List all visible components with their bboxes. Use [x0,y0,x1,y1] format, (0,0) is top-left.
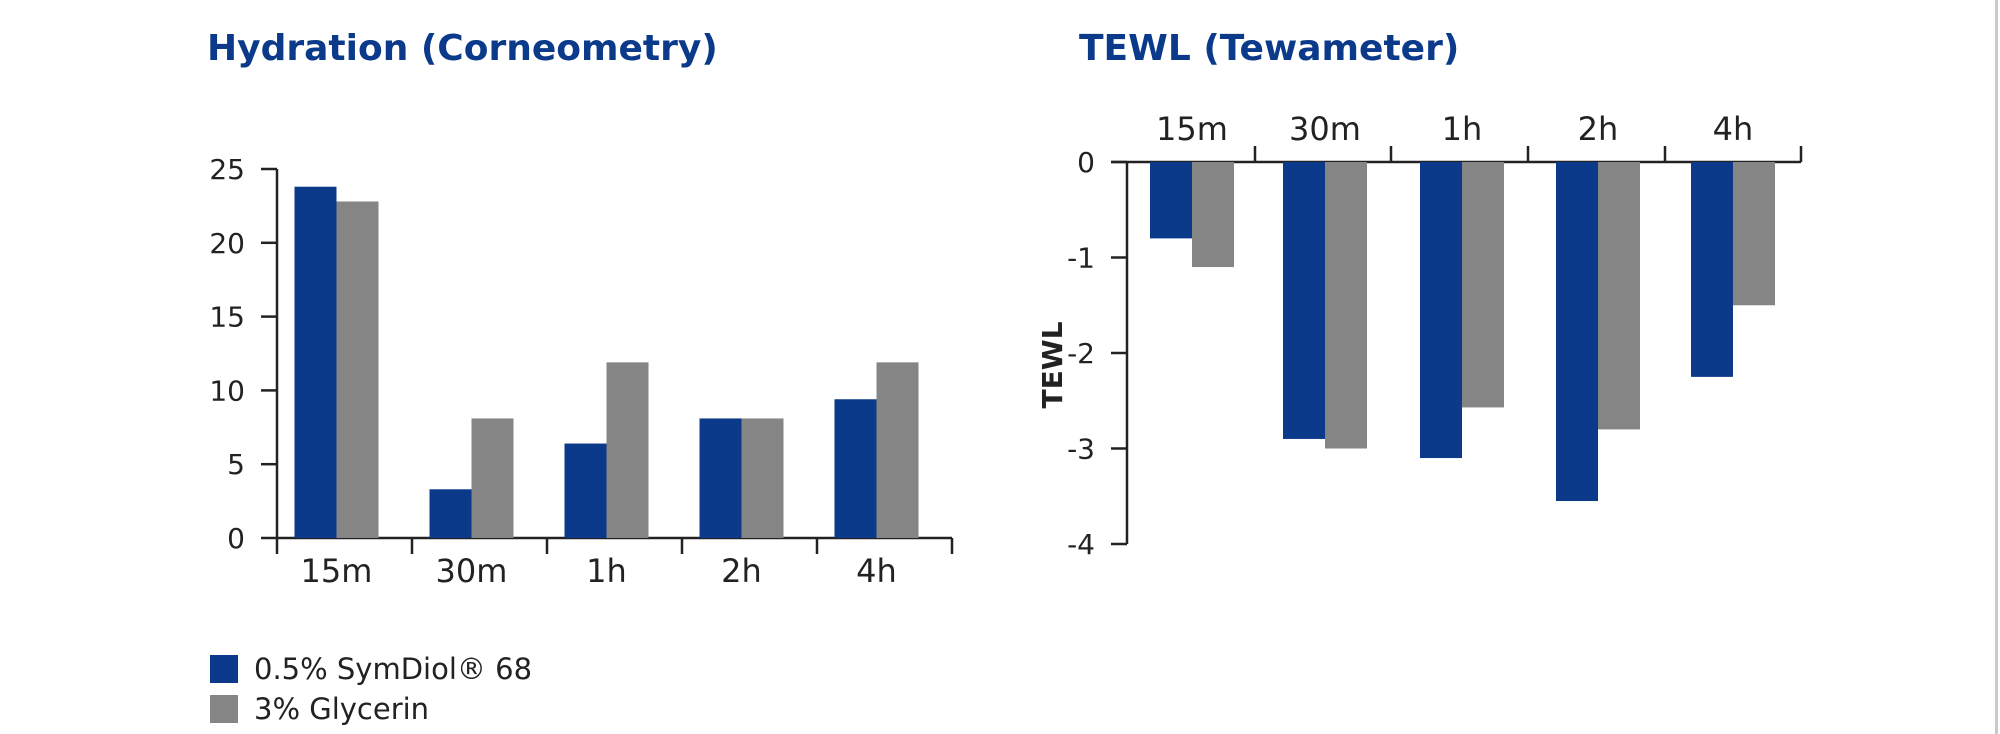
y-tick-label-15: 15 [209,301,245,334]
bar-tewl-15m-series-1 [1150,162,1192,239]
legend: 0.5% SymDiol® 68 3% Glycerin [210,649,532,729]
tewl-chart: 0 -1 -2 -3 -4 TEWL 15m 30m 1h 2h 4h [1036,110,1803,561]
x-label-4h: 4h [856,552,897,590]
legend-item-glycerin: 3% Glycerin [210,689,532,729]
bar-hydration-30m-series-2 [471,418,514,538]
x-label-2h: 2h [1578,110,1619,148]
bar-tewl-2h-series-1 [1556,162,1598,502]
legend-label-glycerin: 3% Glycerin [254,692,430,726]
bar-hydration-4h-series-1 [834,399,877,538]
x-label-2h: 2h [721,552,762,590]
bar-hydration-2h-series-1 [699,418,742,538]
bar-hydration-1h-series-2 [606,362,649,538]
x-label-1h: 1h [586,552,627,590]
x-label-15m: 15m [301,552,373,590]
legend-swatch-glycerin [210,695,238,723]
legend-item-symdiol: 0.5% SymDiol® 68 [210,649,532,689]
bar-tewl-2h-series-2 [1598,162,1640,430]
y-tick-label-0: 0 [1077,146,1095,179]
bar-hydration-15m-series-1 [294,186,337,538]
page-border [1995,0,1998,734]
y-tick-label-neg1: -1 [1067,242,1095,275]
hydration-chart-title: Hydration (Corneometry) [207,28,718,69]
bar-tewl-4h-series-2 [1733,162,1775,306]
y-axis-label: TEWL [1036,321,1069,408]
y-tick-label-neg4: -4 [1067,528,1095,561]
bar-tewl-4h-series-1 [1691,162,1733,377]
bar-tewl-30m-series-1 [1283,162,1325,439]
y-tick-label-0: 0 [227,522,245,555]
x-label-30m: 30m [436,552,508,590]
bar-hydration-4h-series-2 [876,362,919,538]
bar-hydration-30m-series-1 [429,489,472,538]
hydration-chart: 0 5 10 15 20 25 15m 30m 1h 2h 4h [209,153,954,590]
tewl-chart-title: TEWL (Tewameter) [1079,28,1460,69]
bar-hydration-2h-series-2 [741,418,784,538]
bar-tewl-1h-series-2 [1462,162,1504,408]
x-label-15m: 15m [1156,110,1228,148]
y-tick-label-20: 20 [209,227,245,260]
x-label-1h: 1h [1442,110,1483,148]
x-label-4h: 4h [1713,110,1754,148]
bar-tewl-15m-series-2 [1192,162,1234,268]
legend-swatch-symdiol [210,655,238,683]
bar-tewl-30m-series-2 [1325,162,1367,449]
y-tick-label-10: 10 [209,374,245,407]
legend-label-symdiol: 0.5% SymDiol® 68 [254,652,533,686]
x-label-30m: 30m [1289,110,1361,148]
y-tick-label-5: 5 [227,448,245,481]
bar-tewl-1h-series-1 [1420,162,1462,459]
y-tick-label-25: 25 [209,153,245,186]
y-tick-label-neg2: -2 [1067,337,1095,370]
y-tick-label-neg3: -3 [1067,433,1095,466]
bar-hydration-15m-series-2 [336,201,379,539]
bar-hydration-1h-series-1 [564,443,607,538]
